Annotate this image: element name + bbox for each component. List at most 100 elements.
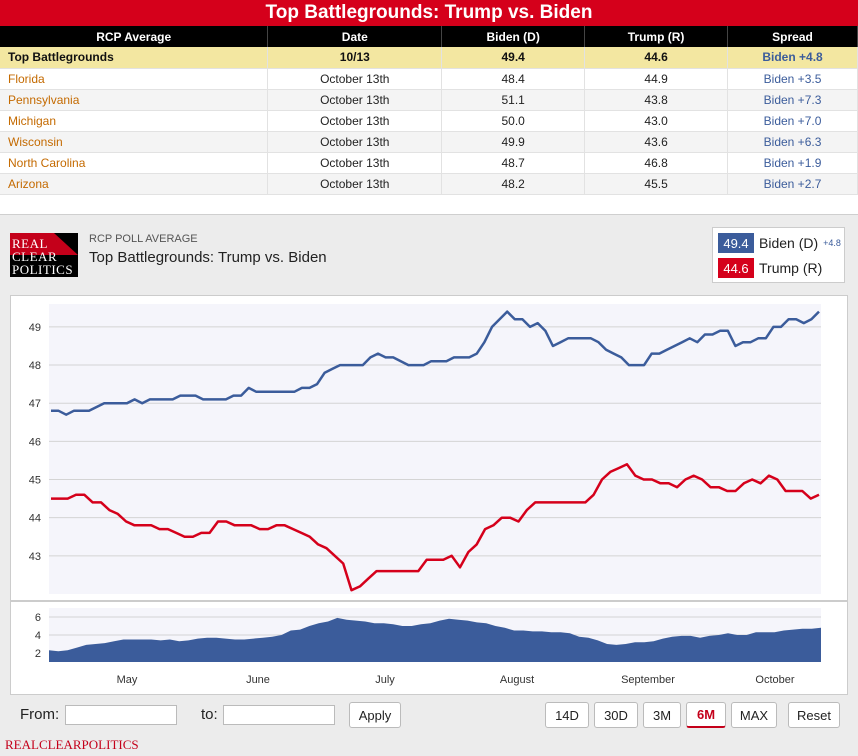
y-tick-label: 47	[29, 398, 41, 410]
page-title: Top Battlegrounds: Trump vs. Biden	[0, 0, 858, 26]
from-date-input[interactable]	[65, 705, 177, 725]
poll-table: RCP Average Date Biden (D) Trump (R) Spr…	[0, 26, 858, 195]
row-spread: Biden +7.3	[727, 89, 858, 111]
range-button-14d[interactable]: 14D	[545, 702, 589, 728]
row-trump: 43.0	[584, 110, 729, 132]
range-button-6m[interactable]: 6M	[686, 702, 726, 728]
avg-biden: 49.4	[441, 47, 586, 69]
legend-biden-spread: +4.8	[823, 238, 841, 248]
chart-legend: 49.4 Biden (D) +4.8 44.6 Trump (R)	[712, 227, 845, 283]
y-tick-label: 44	[29, 513, 41, 525]
range-button-max[interactable]: MAX	[731, 702, 777, 728]
row-biden: 48.2	[441, 173, 586, 195]
logo-line-2: CLEAR	[12, 249, 58, 264]
y-tick-label: 46	[29, 436, 41, 448]
x-tick-label: September	[621, 674, 675, 686]
col-header-rcp-average: RCP Average	[0, 26, 269, 47]
row-date: October 13th	[267, 110, 443, 132]
reset-button[interactable]: Reset	[788, 702, 840, 728]
row-biden: 48.7	[441, 152, 586, 174]
row-date: October 13th	[267, 173, 443, 195]
legend-biden-name: Biden (D)	[759, 235, 819, 251]
logo-line-1: REAL	[12, 236, 48, 251]
table-header-row: RCP Average Date Biden (D) Trump (R) Spr…	[0, 26, 858, 47]
y-tick-label: 48	[29, 360, 41, 372]
x-tick-label: May	[117, 674, 138, 686]
spread-y-tick-label: 2	[35, 648, 41, 660]
x-tick-label: July	[375, 674, 395, 686]
table-row: Florida October 13th 48.4 44.9 Biden +3.…	[0, 68, 858, 90]
row-trump: 44.9	[584, 68, 729, 90]
state-link[interactable]: Florida	[0, 68, 269, 90]
range-button-30d[interactable]: 30D	[594, 702, 638, 728]
row-biden: 50.0	[441, 110, 586, 132]
to-label: to:	[201, 706, 218, 723]
footer-logo: REALCLEARPOLITICS	[5, 737, 139, 752]
rcp-logo: REAL CLEAR POLITICS	[10, 233, 78, 277]
state-link[interactable]: Wisconsin	[0, 131, 269, 153]
row-spread: Biden +3.5	[727, 68, 858, 90]
x-tick-label: August	[500, 674, 534, 686]
table-row: North Carolina October 13th 48.7 46.8 Bi…	[0, 152, 858, 174]
avg-name: Top Battlegrounds	[0, 47, 269, 69]
table-row: Arizona October 13th 48.2 45.5 Biden +2.…	[0, 173, 858, 195]
chart-subtitle: RCP POLL AVERAGE	[89, 233, 198, 245]
state-link[interactable]: Michigan	[0, 110, 269, 132]
logo-line-3: POLITICS	[12, 262, 74, 277]
row-trump: 43.6	[584, 131, 729, 153]
avg-date: 10/13	[267, 47, 443, 69]
col-header-trump: Trump (R)	[584, 26, 729, 47]
to-date-input[interactable]	[223, 705, 335, 725]
legend-trump-value: 44.6	[718, 258, 754, 278]
main-plot-bg	[49, 304, 821, 594]
row-spread: Biden +2.7	[727, 173, 858, 195]
row-biden: 48.4	[441, 68, 586, 90]
y-tick-label: 49	[29, 322, 41, 334]
from-label: From:	[20, 706, 60, 723]
row-date: October 13th	[267, 152, 443, 174]
y-tick-label: 45	[29, 475, 41, 487]
y-tick-label: 43	[29, 551, 41, 563]
col-header-biden: Biden (D)	[441, 26, 586, 47]
x-tick-label: June	[246, 674, 270, 686]
row-trump: 45.5	[584, 173, 729, 195]
series-line-trump	[51, 463, 820, 592]
legend-biden-value: 49.4	[718, 233, 754, 253]
apply-button[interactable]: Apply	[349, 702, 401, 728]
row-spread: Biden +7.0	[727, 110, 858, 132]
spread-y-tick-label: 6	[35, 612, 41, 624]
col-header-spread: Spread	[727, 26, 858, 47]
range-button-3m[interactable]: 3M	[643, 702, 681, 728]
row-date: October 13th	[267, 68, 443, 90]
col-header-date: Date	[267, 26, 443, 47]
legend-trump: 44.6 Trump (R)	[718, 258, 822, 278]
row-biden: 49.9	[441, 131, 586, 153]
row-spread: Biden +1.9	[727, 152, 858, 174]
row-spread: Biden +6.3	[727, 131, 858, 153]
spread-y-tick-label: 4	[35, 630, 41, 642]
chart-area[interactable]: 43 44 45 46 47 48 49 2 4 6 May June July August Septem…	[10, 295, 848, 695]
state-link[interactable]: Arizona	[0, 173, 269, 195]
series-line-biden	[51, 310, 820, 416]
row-date: October 13th	[267, 131, 443, 153]
table-row: Michigan October 13th 50.0 43.0 Biden +7…	[0, 110, 858, 132]
chart-panel: REAL CLEAR POLITICS RCP POLL AVERAGE Top…	[0, 214, 858, 756]
chart-title: Top Battlegrounds: Trump vs. Biden	[89, 249, 327, 266]
state-link[interactable]: North Carolina	[0, 152, 269, 174]
table-row: Pennsylvania October 13th 51.1 43.8 Bide…	[0, 89, 858, 111]
row-biden: 51.1	[441, 89, 586, 111]
x-tick-label: October	[755, 674, 794, 686]
row-date: October 13th	[267, 89, 443, 111]
avg-spread: Biden +4.8	[727, 47, 858, 69]
row-trump: 43.8	[584, 89, 729, 111]
legend-trump-name: Trump (R)	[759, 260, 823, 276]
legend-biden: 49.4 Biden (D) +4.8	[718, 233, 841, 253]
spread-area	[49, 617, 821, 662]
table-row: Wisconsin October 13th 49.9 43.6 Biden +…	[0, 131, 858, 153]
avg-trump: 44.6	[584, 47, 729, 69]
table-row-average: Top Battlegrounds 10/13 49.4 44.6 Biden …	[0, 47, 858, 69]
chart-controls: From: to: Apply 14D 30D 3M 6M MAX Reset	[0, 701, 858, 735]
state-link[interactable]: Pennsylvania	[0, 89, 269, 111]
row-trump: 46.8	[584, 152, 729, 174]
